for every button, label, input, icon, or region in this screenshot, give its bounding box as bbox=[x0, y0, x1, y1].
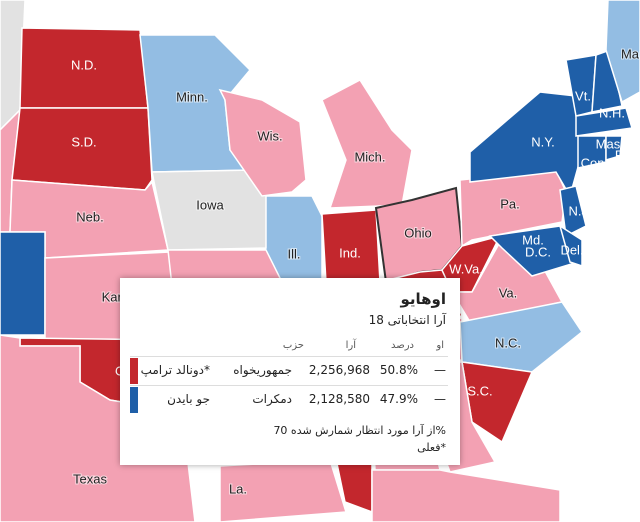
state-label: Ind. bbox=[339, 245, 361, 260]
state-label: Iowa bbox=[196, 197, 224, 212]
state-label: Pa. bbox=[500, 196, 520, 211]
state-label: Mich. bbox=[354, 149, 385, 164]
tooltip-subtitle: آرا انتخاباتی 18 bbox=[368, 313, 446, 327]
party-color bbox=[130, 387, 138, 413]
state-label: Md. bbox=[522, 232, 544, 247]
state-label: W.Va. bbox=[449, 261, 483, 276]
electoral-votes: — bbox=[434, 363, 446, 377]
row-separator bbox=[130, 356, 448, 357]
party-color bbox=[130, 358, 138, 384]
row-separator bbox=[130, 385, 448, 386]
state-label: N.C. bbox=[495, 335, 521, 350]
state-label: Neb. bbox=[76, 209, 103, 224]
state-label: N.H. bbox=[599, 105, 625, 120]
party-name: جمهوریخواه bbox=[233, 363, 292, 377]
state-label: Ill. bbox=[288, 246, 301, 261]
party-name: دمکرات bbox=[252, 392, 292, 406]
candidate-name: دونالد ترامپ* bbox=[140, 363, 210, 377]
state-label: Ma bbox=[621, 46, 640, 61]
count-note: از آرا مورد انتظار شمارش شده 70% bbox=[273, 424, 446, 437]
state-label: Va. bbox=[499, 285, 518, 300]
state-label: La. bbox=[229, 481, 247, 496]
state-label: N.Y. bbox=[531, 134, 555, 149]
column-header: درصد bbox=[390, 340, 414, 351]
tooltip-title: اوهایو bbox=[400, 290, 446, 308]
state-label: Ohio bbox=[404, 225, 431, 240]
state-label: N.D. bbox=[71, 57, 97, 72]
state-label: Conn. bbox=[581, 155, 616, 170]
vote-count: 2,128,580 bbox=[308, 392, 370, 406]
vote-percent: 50.8% bbox=[379, 363, 418, 377]
state-label: S.D. bbox=[71, 134, 96, 149]
vote-count: 2,256,968 bbox=[308, 363, 370, 377]
state-label: Minn. bbox=[176, 89, 208, 104]
candidate-name: جو بایدن bbox=[167, 392, 210, 406]
state-label: S.C. bbox=[467, 383, 492, 398]
state-label: Wis. bbox=[257, 128, 282, 143]
state-label: Del. bbox=[560, 242, 583, 257]
state-label: Vt. bbox=[575, 88, 591, 103]
tooltip: اوهایو آرا انتخاباتی 18 او درصد آرا حزب … bbox=[120, 278, 460, 465]
vote-percent: 47.9% bbox=[379, 392, 418, 406]
state-label: Mass. bbox=[596, 136, 631, 151]
state-label: N.J. bbox=[568, 203, 591, 218]
column-header: او bbox=[436, 340, 444, 351]
electoral-votes: — bbox=[434, 392, 446, 406]
state-labels: N.D. S.D. Minn. Wis. Mich. Iowa Neb. Ill… bbox=[71, 45, 640, 497]
state-label: Texas bbox=[73, 471, 107, 486]
column-header: آرا bbox=[345, 340, 356, 351]
footnote: فعلی* bbox=[417, 441, 446, 454]
state-label: D.C. bbox=[525, 244, 551, 259]
state-label: R.I. bbox=[615, 147, 635, 162]
column-header: حزب bbox=[282, 340, 304, 351]
